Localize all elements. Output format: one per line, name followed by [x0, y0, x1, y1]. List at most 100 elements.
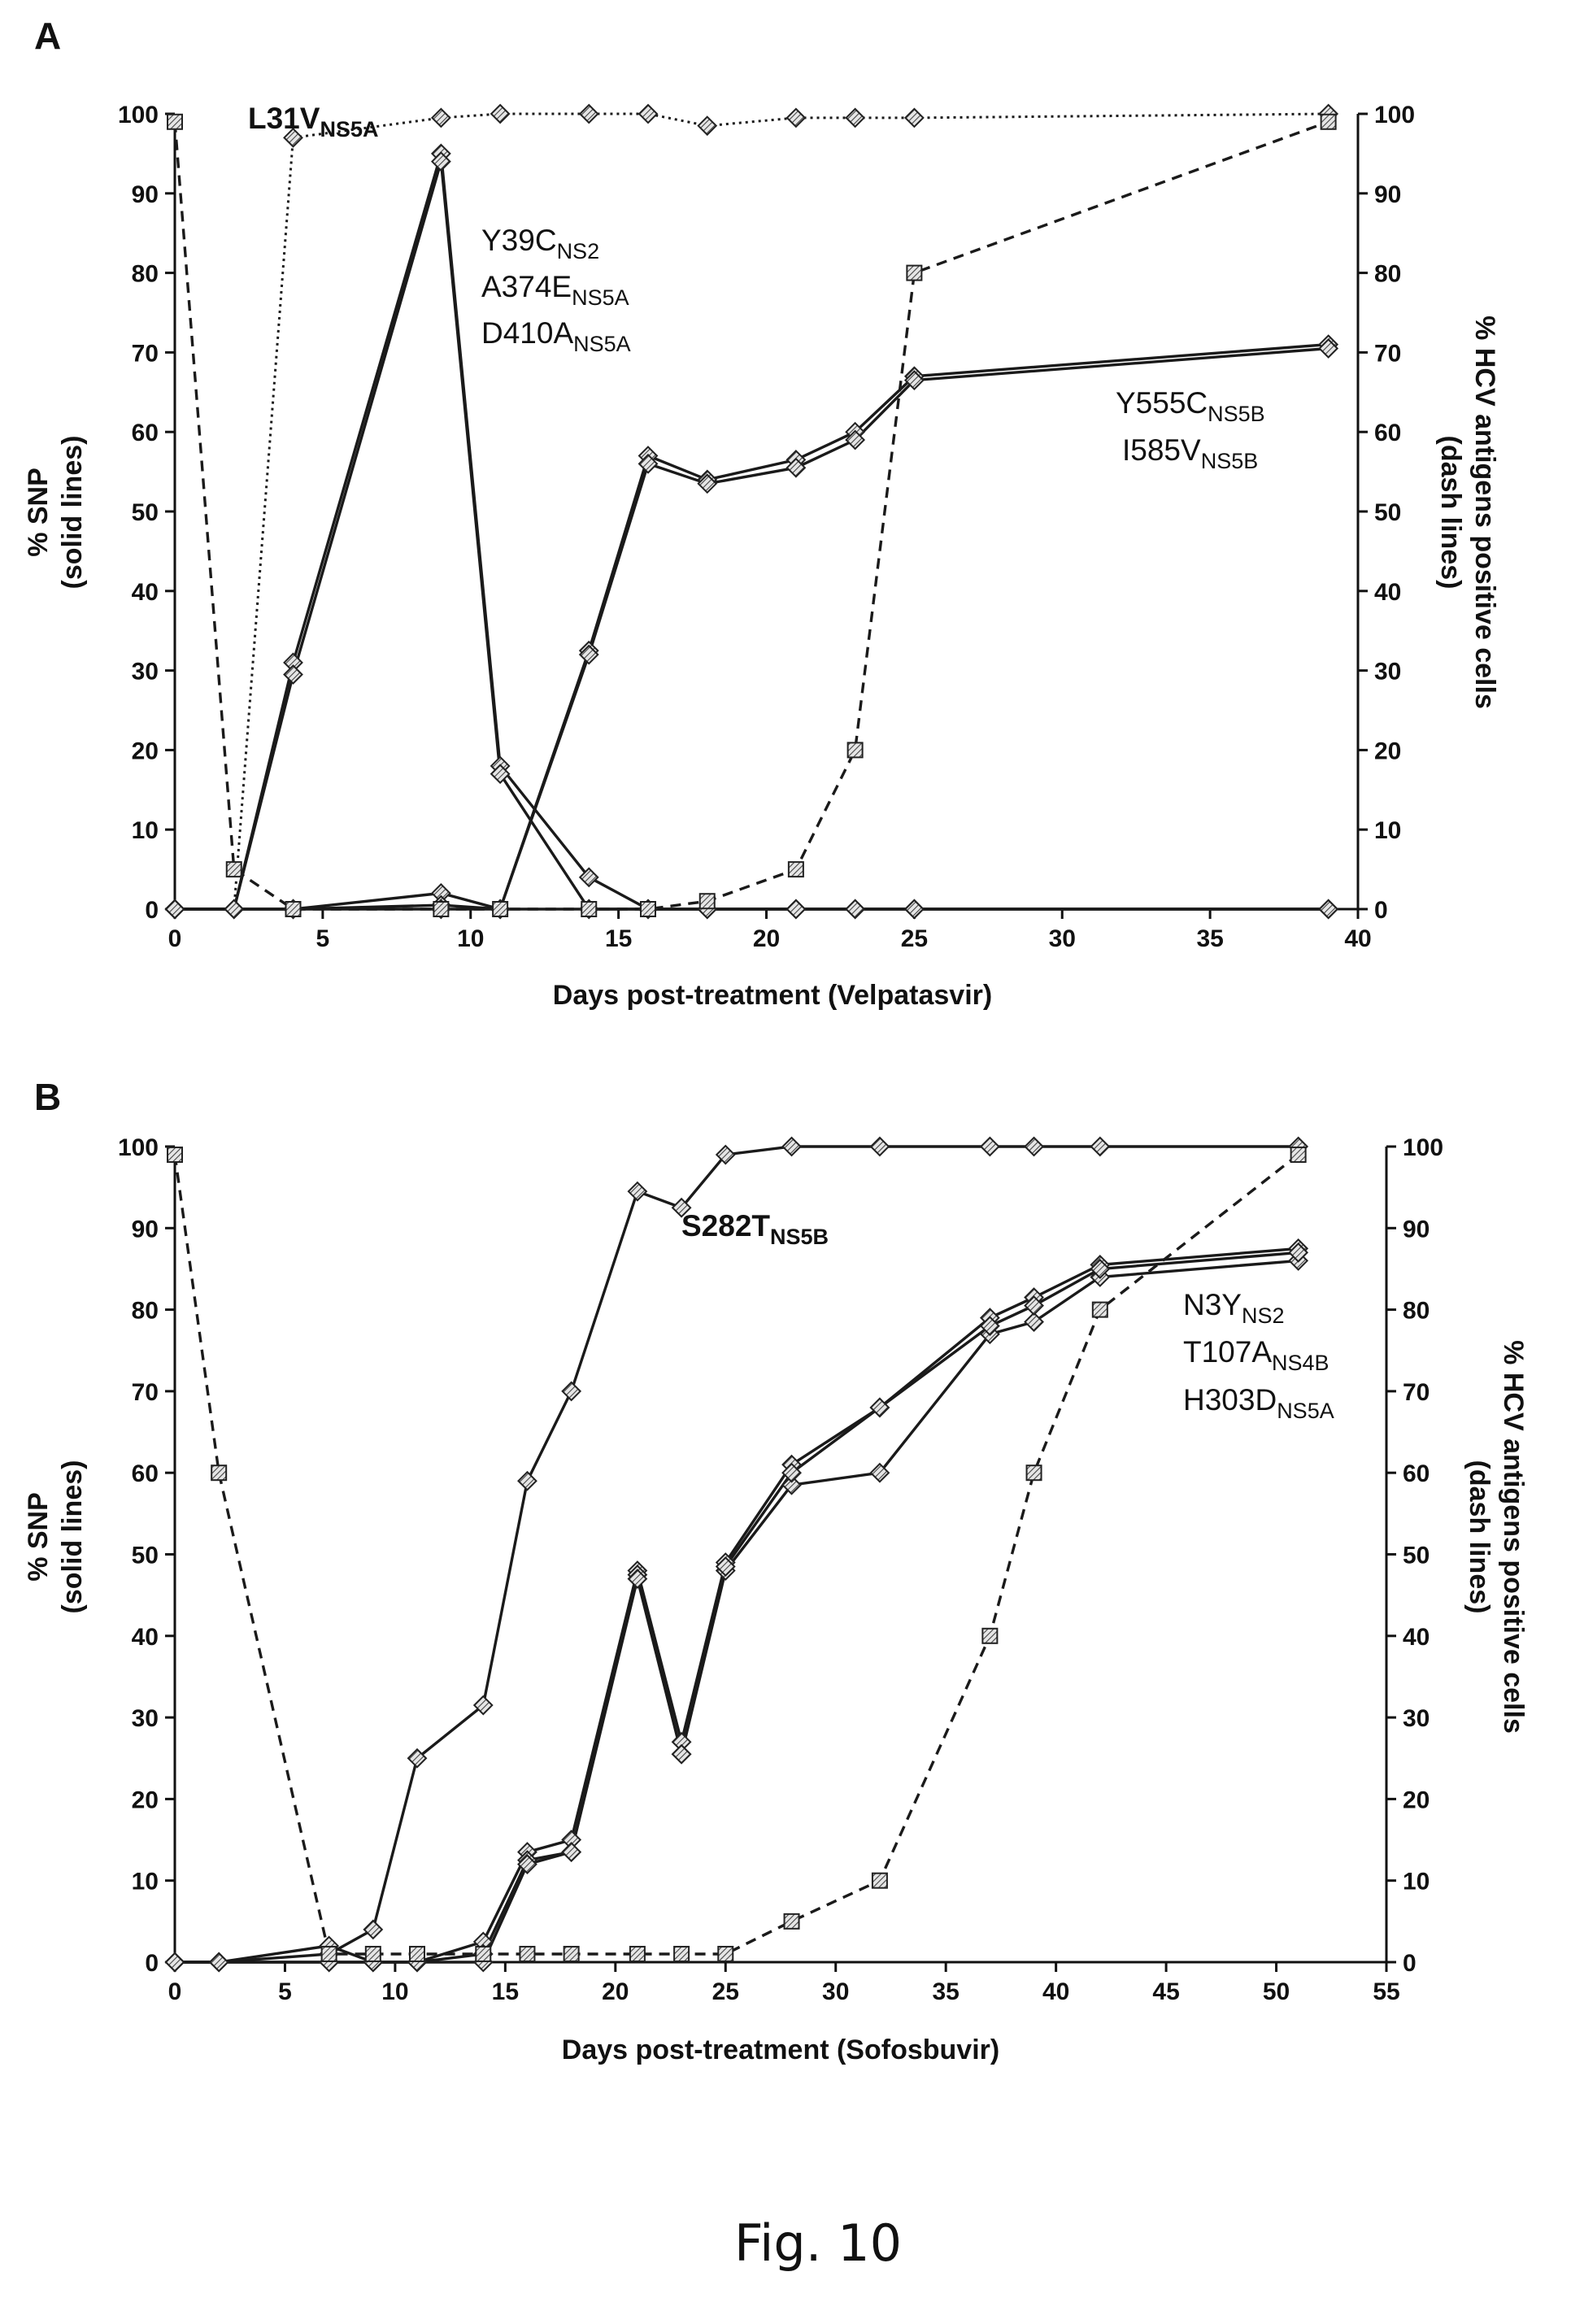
panel-a-series-1-point — [638, 103, 659, 124]
panel-a-series-6-point — [224, 899, 245, 920]
panel-a-series-1-point — [697, 115, 718, 137]
panel-a-y-tick-label: 50 — [132, 499, 159, 526]
annotation-subscript: NS5B — [770, 1225, 829, 1249]
panel-a-y2-tick-label: 90 — [1374, 181, 1401, 208]
panel-b-series-4-point — [715, 1556, 736, 1577]
panel-a-y2-tick-label: 40 — [1374, 579, 1401, 606]
annotation-main: T107A — [1183, 1335, 1272, 1369]
panel-b-series-4-point — [1024, 1295, 1044, 1316]
panel-b-y-tick-label: 10 — [132, 1869, 159, 1895]
panel-a-x-tick-label: 10 — [457, 925, 484, 952]
annotation-main: Y39C — [481, 224, 557, 257]
panel-b-x-tick-label: 10 — [381, 1978, 408, 2005]
panel-b-series-3-line — [175, 1259, 1299, 1964]
panel-a-series-6-point — [1318, 338, 1339, 359]
panel-b-x-tick-label: 25 — [712, 1978, 739, 2005]
panel-a-series-3-point — [283, 664, 303, 685]
panel-b-series-5-point — [717, 1945, 734, 1962]
panel-a-series-6-point — [697, 473, 718, 494]
panel-a-y-axis-title-line: (solid lines) — [57, 436, 88, 590]
panel-b-y-tick-label: 40 — [132, 1624, 159, 1651]
panel-b-y-tick-label: 20 — [132, 1787, 159, 1813]
panel-a-y-tick-label: 70 — [132, 340, 159, 367]
panel-b-y2-axis-title: % HCV antigens positive cells(dash lines… — [1464, 1340, 1529, 1734]
panel-b-y2-tick-label: 10 — [1403, 1869, 1430, 1895]
panel-a-x-tick-label: 15 — [605, 925, 632, 952]
panel-a-series-3-point — [430, 151, 451, 172]
panel-b-series-1-point — [472, 1695, 494, 1716]
panel-b-y-tick-label: 70 — [132, 1379, 159, 1406]
panel-a-annotation-d410a: D410ANS5A — [481, 316, 631, 356]
panel-a-y2-tick-label: 80 — [1374, 261, 1401, 288]
panel-b-x-tick-label: 5 — [278, 1978, 292, 2005]
annotation-subscript: NS2 — [1242, 1303, 1285, 1328]
annotation-subscript: NS5B — [1208, 402, 1265, 426]
panel-a-y-tick-label: 10 — [132, 817, 159, 844]
panel-b-series-2-line — [175, 1247, 1299, 1964]
panel-a-series-7-point — [285, 901, 302, 917]
panel-b-x-tick-label: 15 — [492, 1978, 519, 2005]
panel-b-series-5-point — [1025, 1464, 1042, 1482]
panel-b-series-3-point — [869, 1462, 890, 1483]
panel-b-series-4-point — [517, 1854, 537, 1875]
panel-b-series-4-point — [671, 1743, 692, 1765]
panel-b-series-4-point — [1288, 1242, 1309, 1263]
panel-b-letter: B — [34, 1076, 61, 1118]
annotation-main: D410A — [481, 316, 573, 350]
panel-b-x-tick-label: 35 — [932, 1978, 959, 2005]
panel-b-series-1-point — [627, 1181, 648, 1202]
panel-b-series-1-point — [1090, 1136, 1111, 1157]
panel-b-series-1-point — [715, 1144, 736, 1165]
panel-b-series-5-point — [871, 1872, 888, 1889]
panel-b-y-tick-label: 100 — [118, 1134, 159, 1161]
panel-a-y2-tick-label: 10 — [1374, 817, 1401, 844]
panel-b-y2-tick-label: 20 — [1403, 1787, 1430, 1813]
panel-b-y2-tick-label: 40 — [1403, 1624, 1430, 1651]
panel-a-y2-tick-label: 20 — [1374, 738, 1401, 764]
panel-b-x-tick-label: 0 — [168, 1978, 182, 2005]
panel-b-series-4-line — [175, 1251, 1299, 1964]
panel-a-series-6-line — [175, 346, 1329, 911]
panel-a-series-4-point — [786, 899, 807, 920]
panel-b-y2-tick-label: 50 — [1403, 1543, 1430, 1569]
panel-b-y-tick-label: 60 — [132, 1460, 159, 1487]
panel-b-series-5-line — [173, 1153, 1299, 1956]
panel-b-y2-tick-label: 80 — [1403, 1298, 1430, 1325]
panel-a-y2-tick-label: 60 — [1374, 420, 1401, 446]
panel-a-series-3-point — [490, 764, 511, 785]
panel-b-y2-axis-title-line: (dash lines) — [1464, 1460, 1495, 1614]
panel-b-series-5-point — [563, 1945, 580, 1962]
panel-a-series-7-point — [906, 264, 923, 281]
panel-b-x-tick-label: 30 — [822, 1978, 849, 2005]
panel-b-y2-axis-title-line: % HCV antigens positive cells — [1498, 1340, 1529, 1734]
panel-a-y-tick-label: 60 — [132, 420, 159, 446]
annotation-subscript: NS5A — [320, 117, 378, 141]
panel-b-annotation-h303d: H303DNS5A — [1183, 1383, 1334, 1423]
panel-b-series-5-point — [364, 1945, 381, 1962]
panel-b-series-5-point — [519, 1945, 536, 1962]
annotation-main: I585V — [1122, 433, 1201, 467]
panel-a-annotation-y39c: Y39CNS2 — [481, 224, 599, 263]
panel-b-x-tick-label: 45 — [1152, 1978, 1179, 2005]
panel-a-series-7-line — [173, 120, 1329, 911]
panel-b-series-1-point — [1024, 1136, 1044, 1157]
panel-b-series-5-point — [167, 1147, 183, 1164]
panel-a-x-tick-label: 35 — [1196, 925, 1223, 952]
panel-a-series-7-point — [846, 742, 864, 759]
panel-b-y2-tick-label: 0 — [1403, 1950, 1417, 1977]
panel-a-series-4-point — [903, 899, 925, 920]
panel-b-x-tick-label: 40 — [1042, 1978, 1069, 2005]
panel-a-series-1-point — [578, 103, 599, 124]
panel-b-series-3-point — [781, 1474, 802, 1495]
panel-b-series-5-point — [783, 1913, 800, 1930]
panel-a-series-3-line — [175, 161, 1329, 911]
panel-b-series-1-point — [671, 1197, 692, 1218]
panel-a-y-tick-label: 90 — [132, 181, 159, 208]
panel-b-y-axis-title-line: % SNP — [23, 1492, 54, 1582]
panel-a-x-tick-label: 25 — [901, 925, 928, 952]
panel-b-y-tick-label: 30 — [132, 1705, 159, 1732]
panel-b-annotation-s282t: S282TNS5B — [681, 1209, 829, 1249]
panel-b-series-5-point — [211, 1464, 228, 1482]
